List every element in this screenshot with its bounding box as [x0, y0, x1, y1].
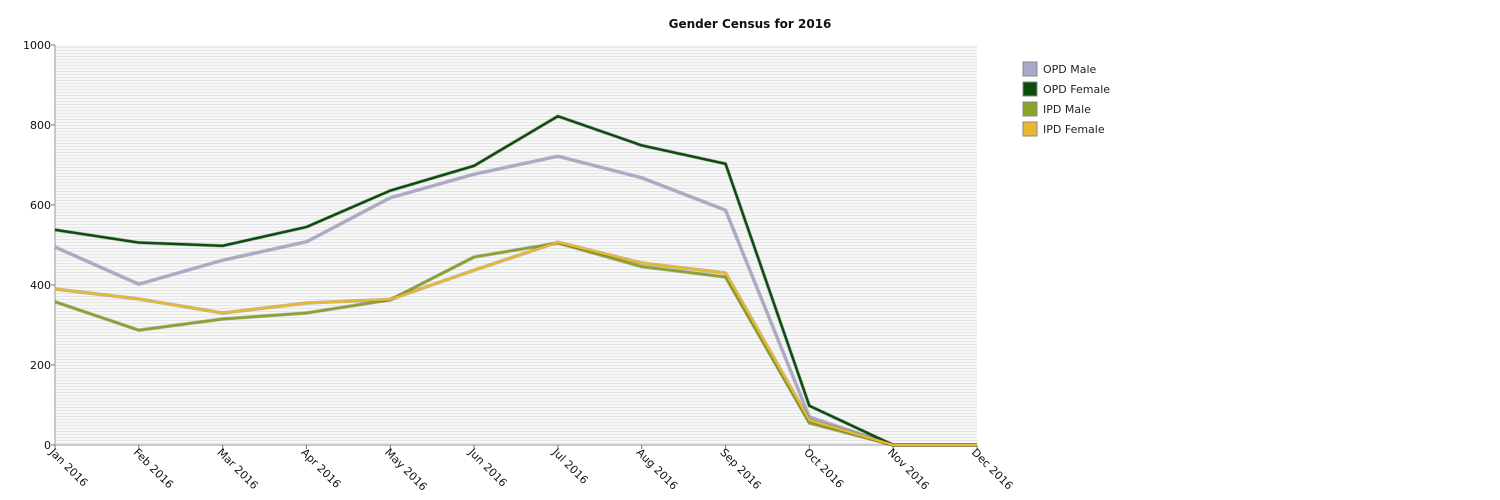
chart-title: Gender Census for 2016 [669, 17, 832, 31]
x-tick-label: Jan 2016 [46, 445, 90, 489]
y-tick-label: 400 [30, 279, 51, 292]
legend-swatch [1022, 101, 1038, 117]
y-tick-label: 200 [30, 359, 51, 372]
x-tick-label: Oct 2016 [801, 446, 846, 491]
series-lines [54, 114, 977, 447]
y-tick-label: 1000 [23, 39, 51, 52]
x-tick-label: Jul 2016 [549, 445, 591, 487]
x-tick-label: Sep 2016 [717, 446, 763, 492]
x-tick-label: Mar 2016 [215, 446, 261, 492]
series-line-0 [54, 154, 977, 447]
x-tick-label: Apr 2016 [298, 446, 343, 491]
legend-label: OPD Female [1043, 83, 1110, 96]
legend: OPD Male OPD Female IPD Male IPD Female [1022, 61, 1110, 137]
series-line-1 [54, 114, 977, 447]
legend-swatch [1022, 81, 1038, 97]
legend-swatch [1022, 61, 1038, 77]
x-tick-label: Dec 2016 [969, 446, 1016, 493]
legend-label: IPD Female [1043, 123, 1105, 136]
x-tick-label: Feb 2016 [131, 446, 176, 491]
y-tick-label: 800 [30, 119, 51, 132]
series-line-2 [54, 241, 977, 447]
legend-swatch [1022, 121, 1038, 137]
legend-label: IPD Male [1043, 103, 1091, 116]
x-tick-label: Jun 2016 [465, 445, 509, 489]
legend-label: OPD Male [1043, 63, 1097, 76]
series-line-3 [54, 240, 977, 447]
x-tick-label: Aug 2016 [634, 446, 681, 493]
y-tick-label: 0 [44, 439, 51, 452]
x-tick-label: Nov 2016 [885, 446, 932, 493]
x-tick-label: May 2016 [382, 446, 430, 494]
y-tick-label: 600 [30, 199, 51, 212]
